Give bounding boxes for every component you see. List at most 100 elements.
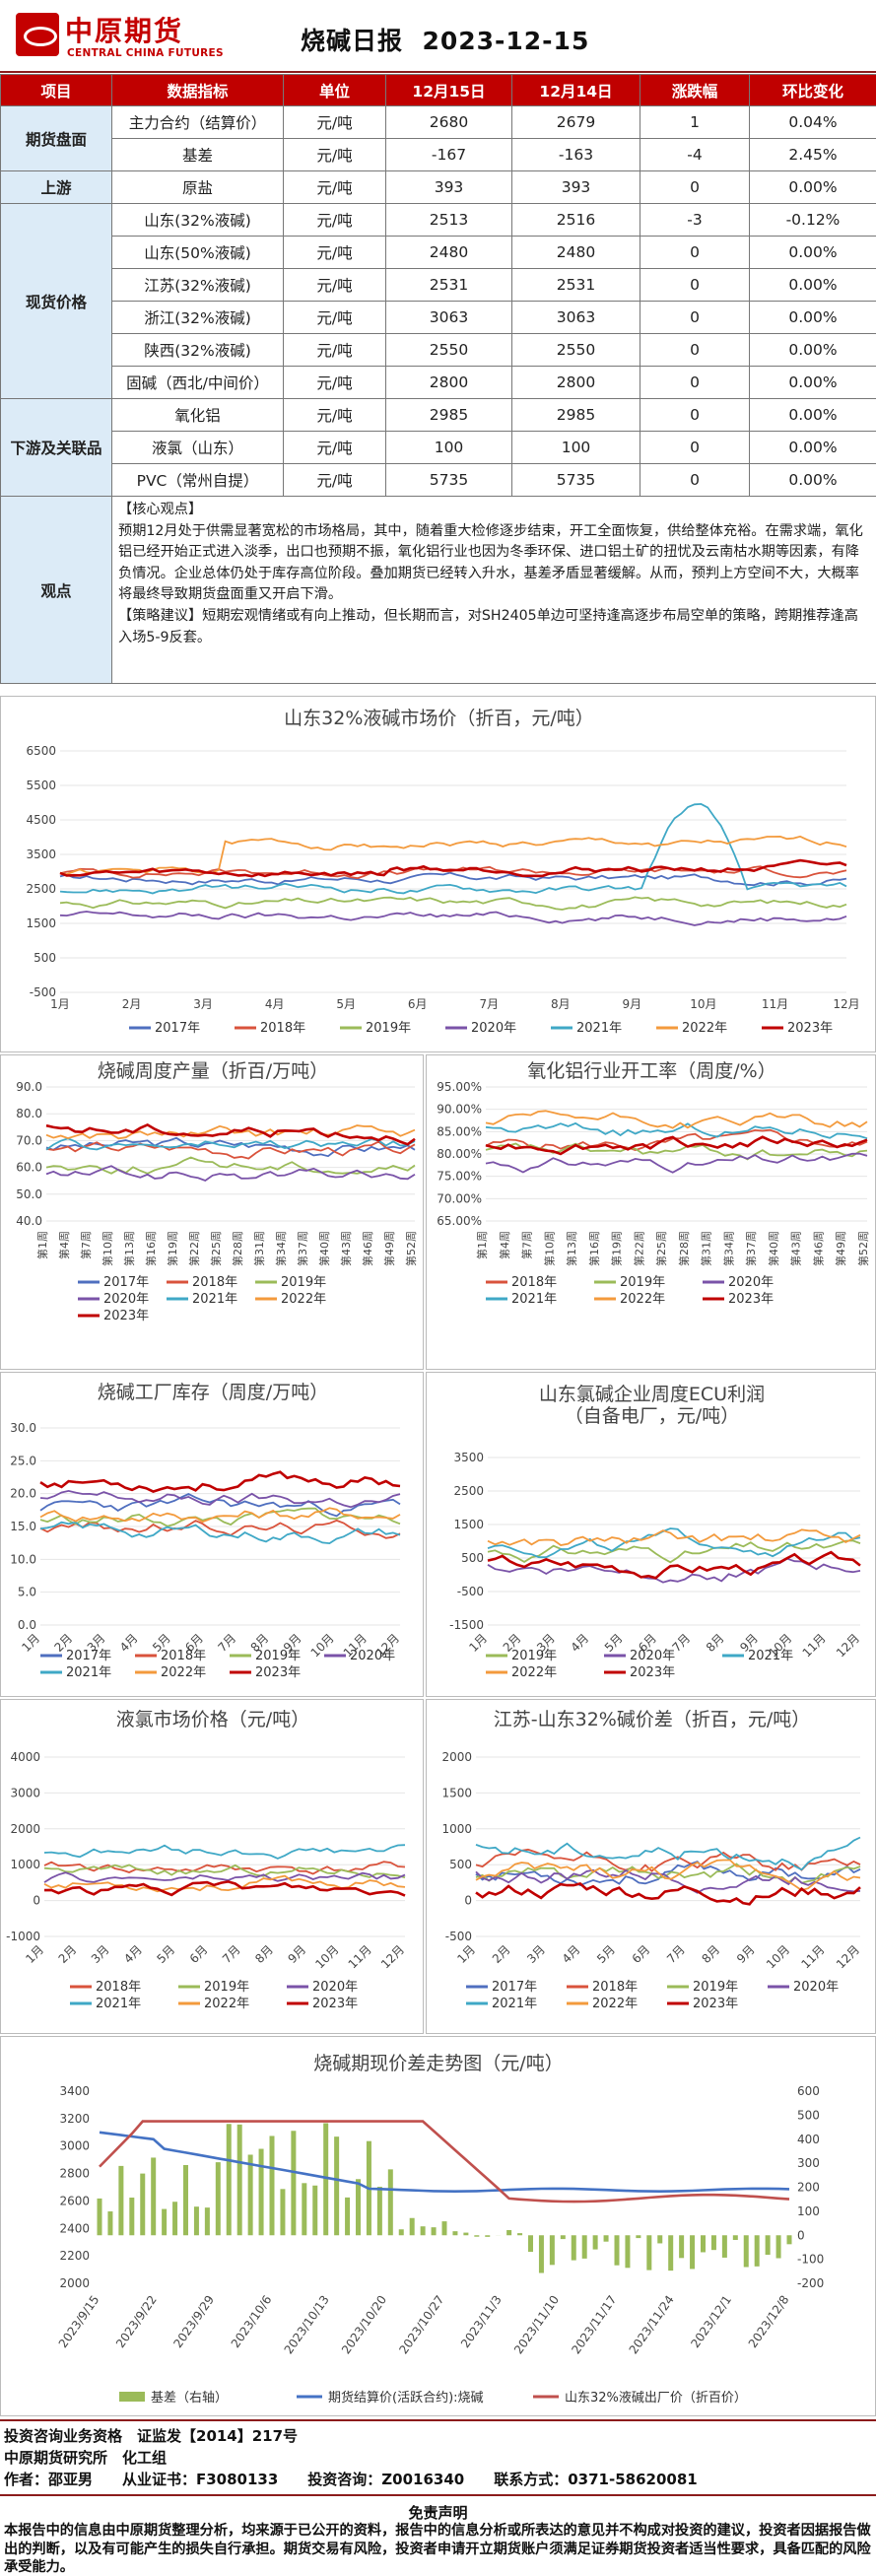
unit-cell: 元/吨 <box>283 268 386 302</box>
y-tick-label: -1500 <box>449 1618 484 1632</box>
x-tick-label: 第49周 <box>382 1231 396 1266</box>
series-line <box>487 1557 861 1584</box>
x-tick-label: 2023/12/8 <box>746 2293 792 2350</box>
chart-title: 烧碱期现价差走势图（元/吨） <box>313 2053 563 2074</box>
x-tick-label: 2023/11/24 <box>627 2293 677 2357</box>
x-tick-label: 11月 <box>798 1942 827 1971</box>
legend-label: 2022年 <box>204 1997 249 2011</box>
x-tick-label: 第52周 <box>856 1231 870 1266</box>
value-prev-cell: 2531 <box>511 268 640 302</box>
x-tick-label: 第52周 <box>404 1231 418 1266</box>
basis-bar <box>247 2154 253 2236</box>
unit-cell: 元/吨 <box>283 366 386 399</box>
indicator-cell: 原盐 <box>111 170 284 204</box>
basis-bar <box>646 2235 652 2271</box>
table-row: 基差 元/吨 -167 -163 -4 2.45% <box>1 138 876 171</box>
report-date: 2023-12-15 <box>422 27 590 55</box>
y-tick-label: 1000 <box>441 1822 472 1836</box>
unit-cell: 元/吨 <box>283 138 386 171</box>
pct-change-cell: 0.00% <box>749 236 876 269</box>
legend-label: 2023年 <box>728 1292 774 1307</box>
series-line <box>39 1489 401 1509</box>
y-tick-label: -500 <box>457 1585 484 1598</box>
legend-label: 2017年 <box>103 1275 149 1290</box>
pct-change-cell: 0.00% <box>749 431 876 464</box>
series-line <box>485 1135 868 1156</box>
series-line <box>475 1860 861 1887</box>
y-tick-label: 400 <box>797 2133 820 2146</box>
series-line <box>43 1844 406 1860</box>
y-tick-label: 3500 <box>26 847 56 861</box>
value-today-cell: 2550 <box>385 333 512 367</box>
chart-ecu-profit: 山东氯碱企业周度ECU利润 （自备电厂，元/吨） 3500 2500 1500 500 -5… <box>426 1372 876 1697</box>
x-tick-label: 2023/9/22 <box>113 2293 160 2350</box>
x-tick-label: 6月 <box>630 1942 653 1966</box>
series-line <box>45 1165 416 1183</box>
x-tick-label: 2023/11/3 <box>458 2293 505 2350</box>
legend-label: 2020年 <box>312 1980 358 1995</box>
x-tick-label: 9月 <box>734 1942 758 1966</box>
y-tick-label: 3200 <box>59 2112 90 2126</box>
x-tick-label: 4月 <box>568 1631 591 1655</box>
legend-label: 2022年 <box>620 1292 665 1307</box>
logo-text-cn: 中原期货 <box>65 15 184 47</box>
basis-bar <box>129 2198 135 2236</box>
x-tick-label: 第43周 <box>789 1231 803 1266</box>
y-tick-label: 80.0 <box>16 1107 42 1120</box>
basis-bar <box>485 2235 491 2237</box>
series-line <box>39 1519 401 1539</box>
y-tick-label: 65.00% <box>437 1214 482 1228</box>
x-tick-label: 5月 <box>336 997 356 1011</box>
y-tick-label: 2600 <box>59 2194 90 2207</box>
change-cell: -4 <box>640 138 750 171</box>
basis-bar <box>258 2148 264 2236</box>
x-tick-label: 第22周 <box>187 1231 201 1266</box>
legend-label: 2019年 <box>693 1980 738 1995</box>
change-cell: 0 <box>640 463 750 497</box>
chart-title: 烧碱周度产量（折百/万吨） <box>98 1060 328 1082</box>
series-line <box>487 1550 861 1580</box>
value-today-cell: -167 <box>385 138 512 171</box>
x-tick-label: 7月 <box>479 997 499 1011</box>
x-tick-label: 7月 <box>664 1942 688 1966</box>
x-tick-label: 第31周 <box>252 1231 266 1266</box>
chart-spread: 江苏-山东32%碱价差（折百，元/吨） 2000 1500 1000 500 0 -500 1… <box>426 1699 876 2034</box>
chart-liquid-chlorine: 液氯市场价格（元/吨） 4000 3000 2000 1000 0 -1000 1月 2月 3月 4… <box>0 1699 424 2034</box>
legend-label: 2018年 <box>96 1980 141 1995</box>
report-header: 中原期货 CENTRAL CHINA FUTURES 烧碱日报 2023-12-… <box>0 0 876 73</box>
x-tick-label: 第4周 <box>57 1231 71 1259</box>
pct-change-cell: 0.00% <box>749 268 876 302</box>
x-tick-label: 第25周 <box>654 1231 668 1266</box>
indicator-cell: 山东(50%液碱) <box>111 236 284 269</box>
value-prev-cell: 2679 <box>511 105 640 139</box>
series-line <box>39 1470 401 1493</box>
y-tick-label: 1500 <box>26 916 56 930</box>
y-tick-label: 500 <box>34 951 56 965</box>
legend-label: 2017年 <box>492 1980 537 1995</box>
pct-change-cell: 0.00% <box>749 301 876 334</box>
pct-change-cell: 0.00% <box>749 398 876 432</box>
series-line <box>485 1121 868 1140</box>
basis-bar <box>560 2235 566 2240</box>
series-line <box>45 1124 416 1140</box>
basis-bar <box>592 2235 598 2250</box>
x-tick-label: 2023/11/17 <box>569 2293 619 2357</box>
basis-bar <box>97 2198 102 2236</box>
x-tick-label: 2023/9/29 <box>170 2293 217 2350</box>
chart-title: 烧碱工厂库存（周度/万吨） <box>98 1382 328 1403</box>
value-today-cell: 2985 <box>385 398 512 432</box>
x-tick-label: 7月 <box>220 1942 243 1966</box>
basis-bar <box>614 2235 620 2266</box>
strategy-heading: 【策略建议】 <box>118 607 203 624</box>
legend-label: 2019年 <box>366 1021 411 1036</box>
series-line <box>59 911 847 926</box>
table-header-row: 项目 数据指标 单位 12月15日 12月14日 涨跌幅 环比变化 <box>0 74 876 106</box>
legend-label: 2017年 <box>66 1649 111 1663</box>
y-tick-label: 4000 <box>10 1750 40 1764</box>
x-tick-label: 5月 <box>602 1631 626 1655</box>
x-tick-label: 第46周 <box>361 1231 374 1266</box>
legend-label: 2021年 <box>576 1021 622 1036</box>
table-row: 下游及关联品 氧化铝 元/吨 2985 2985 0 0.00% <box>0 398 876 497</box>
basis-bar <box>398 2229 404 2236</box>
value-prev-cell: -163 <box>511 138 640 171</box>
